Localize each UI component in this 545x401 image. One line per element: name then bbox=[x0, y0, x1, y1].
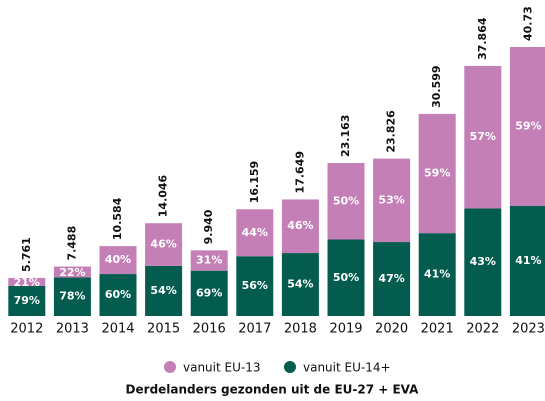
segment-label: 47% bbox=[378, 272, 404, 285]
total-label: 10.584 bbox=[111, 197, 124, 240]
legend-label: vanuit EU-14+ bbox=[303, 361, 391, 375]
bar-segment bbox=[8, 277, 46, 286]
segment-label: 43% bbox=[470, 255, 496, 268]
bar-segment bbox=[145, 265, 183, 316]
x-tick-label: 2015 bbox=[147, 322, 180, 337]
total-label: 40.73 bbox=[521, 6, 534, 41]
x-tick-label: 2019 bbox=[329, 322, 362, 337]
bar-segment bbox=[509, 205, 545, 316]
segment-label: 56% bbox=[242, 279, 268, 292]
chart-title: Derdelanders gezonden uit de EU-27 + EVA bbox=[126, 383, 420, 397]
bar-segment bbox=[281, 199, 319, 254]
total-label: 30.599 bbox=[430, 65, 443, 107]
bar-segment bbox=[509, 47, 545, 206]
bar-segment bbox=[418, 233, 456, 316]
segment-label: 59% bbox=[424, 167, 450, 180]
segment-label: 78% bbox=[59, 290, 85, 303]
total-label: 16.159 bbox=[248, 161, 261, 203]
segment-label: 21% bbox=[14, 276, 40, 289]
total-label: 14.046 bbox=[157, 174, 170, 217]
x-tick-label: 2012 bbox=[10, 322, 43, 337]
total-label: 9.940 bbox=[202, 209, 215, 244]
total-label: 17.649 bbox=[293, 151, 306, 193]
bar-segment bbox=[190, 250, 228, 271]
segment-label: 60% bbox=[105, 288, 131, 301]
segment-label: 50% bbox=[333, 194, 359, 207]
bar-segment bbox=[145, 223, 183, 266]
x-tick-label: 2021 bbox=[421, 322, 454, 337]
total-label: 23.163 bbox=[339, 115, 352, 157]
total-label: 5.761 bbox=[20, 237, 33, 272]
segment-label: 79% bbox=[14, 294, 40, 307]
bar-segment bbox=[373, 242, 411, 316]
segment-label: 53% bbox=[378, 193, 404, 206]
x-tick-label: 2017 bbox=[238, 322, 271, 337]
bar-segment bbox=[418, 113, 456, 234]
bar-segment bbox=[373, 158, 411, 243]
segment-label: 57% bbox=[470, 130, 496, 143]
total-label: 23.826 bbox=[385, 110, 398, 153]
segment-label: 69% bbox=[196, 286, 222, 299]
x-tick-label: 2020 bbox=[375, 322, 408, 337]
segment-label: 46% bbox=[287, 219, 313, 232]
x-tick-label: 2023 bbox=[512, 322, 545, 337]
segment-label: 22% bbox=[59, 266, 85, 279]
segment-label: 46% bbox=[150, 238, 176, 251]
segment-label: 59% bbox=[515, 119, 541, 132]
bar-segment bbox=[327, 163, 365, 240]
segment-label: 54% bbox=[150, 284, 176, 297]
bar-segment bbox=[464, 65, 502, 209]
bar-segment bbox=[464, 208, 502, 316]
segment-label: 44% bbox=[242, 226, 268, 239]
legend-swatch bbox=[284, 361, 296, 373]
bar-segment bbox=[236, 209, 274, 257]
total-label: 37.864 bbox=[476, 17, 489, 60]
x-tick-label: 2018 bbox=[284, 322, 317, 337]
segment-label: 50% bbox=[333, 271, 359, 284]
bar-segment bbox=[236, 256, 274, 316]
bar-segment bbox=[8, 285, 46, 316]
legend-swatch bbox=[164, 361, 176, 373]
bar-segment bbox=[53, 277, 91, 316]
bar-segment bbox=[99, 274, 137, 316]
x-tick-label: 2014 bbox=[101, 322, 134, 337]
legend-label: vanuit EU-13 bbox=[183, 361, 260, 375]
segment-label: 54% bbox=[287, 278, 313, 291]
bar-segment bbox=[327, 239, 365, 316]
segment-label: 40% bbox=[105, 253, 131, 266]
x-tick-label: 2013 bbox=[56, 322, 89, 337]
segment-label: 41% bbox=[515, 254, 541, 267]
segment-label: 41% bbox=[424, 268, 450, 281]
bar-segment bbox=[190, 270, 228, 316]
total-label: 7.488 bbox=[65, 226, 78, 261]
x-tick-label: 2022 bbox=[466, 322, 499, 337]
x-tick-label: 2016 bbox=[193, 322, 226, 337]
bar-segment bbox=[99, 246, 137, 275]
bar-segment bbox=[281, 253, 319, 316]
bar-segment bbox=[53, 266, 91, 278]
segment-label: 31% bbox=[196, 254, 222, 267]
